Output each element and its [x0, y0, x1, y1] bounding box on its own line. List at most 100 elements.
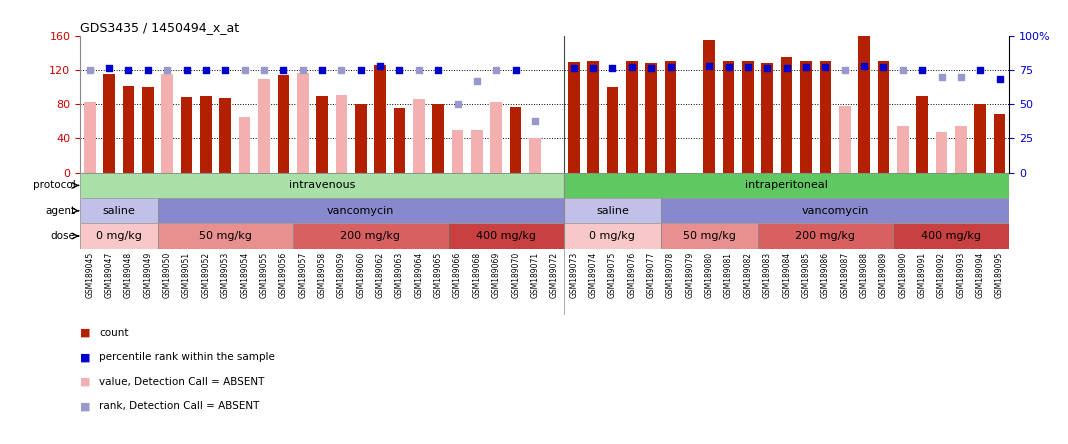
Text: GSM189064: GSM189064 [414, 252, 423, 298]
Bar [123, 86, 135, 173]
Text: intravenous: intravenous [288, 180, 356, 190]
Point [720, 63, 737, 71]
Text: GSM189087: GSM189087 [841, 252, 849, 298]
Bar [161, 74, 173, 173]
Bar [80, 198, 157, 223]
Text: GDS3435 / 1450494_x_at: GDS3435 / 1450494_x_at [80, 21, 239, 34]
Point [779, 65, 796, 72]
Text: GSM189060: GSM189060 [357, 252, 365, 298]
Text: GSM189071: GSM189071 [531, 252, 539, 298]
Bar [819, 61, 831, 173]
Text: GSM189089: GSM189089 [879, 252, 888, 298]
Bar [664, 61, 676, 173]
Bar [761, 63, 773, 173]
Bar [157, 198, 564, 223]
Text: GSM189056: GSM189056 [279, 252, 288, 298]
Bar [955, 126, 967, 173]
Text: ■: ■ [80, 401, 91, 411]
Bar [413, 99, 425, 173]
Point [584, 65, 601, 72]
Point [798, 63, 815, 71]
Text: 50 mg/kg: 50 mg/kg [682, 231, 736, 241]
Text: GSM189068: GSM189068 [472, 252, 482, 298]
Point [507, 66, 524, 73]
Point [236, 66, 253, 73]
Bar [859, 33, 869, 173]
Text: 200 mg/kg: 200 mg/kg [796, 231, 855, 241]
Bar [916, 95, 928, 173]
Point [352, 66, 370, 73]
Point [139, 66, 156, 73]
Text: protocol: protocol [33, 180, 76, 190]
Text: GSM189059: GSM189059 [336, 252, 346, 298]
Text: 50 mg/kg: 50 mg/kg [199, 231, 252, 241]
Bar [200, 96, 211, 173]
Point [565, 65, 582, 72]
Text: GSM189058: GSM189058 [317, 252, 327, 298]
Bar [564, 173, 1009, 198]
Bar [723, 61, 735, 173]
Text: 400 mg/kg: 400 mg/kg [476, 231, 536, 241]
Bar [800, 61, 812, 173]
Text: dose: dose [50, 231, 76, 241]
Text: GSM189074: GSM189074 [588, 252, 598, 298]
Point [410, 66, 427, 73]
Bar [80, 173, 564, 198]
Point [391, 66, 408, 73]
Text: percentile rank within the sample: percentile rank within the sample [99, 353, 276, 362]
Text: GSM189081: GSM189081 [724, 252, 733, 298]
Bar [142, 87, 154, 173]
Text: GSM189048: GSM189048 [124, 252, 134, 298]
Text: GSM189086: GSM189086 [821, 252, 830, 298]
Bar [645, 63, 657, 173]
Text: 200 mg/kg: 200 mg/kg [341, 231, 400, 241]
Point [836, 66, 853, 73]
Point [643, 65, 660, 72]
Bar [490, 102, 502, 173]
Bar [433, 104, 444, 173]
Text: GSM189057: GSM189057 [298, 252, 308, 298]
Bar [626, 61, 638, 173]
Bar [316, 95, 328, 173]
Point [758, 65, 775, 72]
Bar [104, 74, 115, 173]
Point [953, 73, 970, 80]
Point [81, 66, 98, 73]
Point [701, 62, 718, 69]
Text: GSM189083: GSM189083 [763, 252, 772, 298]
Bar [509, 107, 521, 173]
Text: GSM189072: GSM189072 [550, 252, 559, 298]
Point [198, 66, 215, 73]
Bar [564, 198, 661, 223]
Text: GSM189090: GSM189090 [898, 252, 908, 298]
Text: 400 mg/kg: 400 mg/kg [922, 231, 981, 241]
Text: GSM189045: GSM189045 [85, 252, 94, 298]
Text: GSM189055: GSM189055 [260, 252, 268, 298]
Text: 0 mg/kg: 0 mg/kg [96, 231, 142, 241]
Text: GSM189077: GSM189077 [646, 252, 656, 298]
Text: GSM189095: GSM189095 [995, 252, 1004, 298]
Text: GSM189053: GSM189053 [221, 252, 230, 298]
Text: 0 mg/kg: 0 mg/kg [590, 231, 635, 241]
Text: GSM189093: GSM189093 [956, 252, 965, 298]
Point [372, 62, 389, 69]
Text: vancomycin: vancomycin [327, 206, 394, 216]
Bar [587, 61, 599, 173]
Text: intraperitoneal: intraperitoneal [745, 180, 828, 190]
Text: GSM189065: GSM189065 [434, 252, 443, 298]
Bar [394, 108, 406, 173]
Bar [471, 130, 483, 173]
Bar [742, 61, 754, 173]
Bar [297, 73, 309, 173]
Bar [258, 79, 270, 173]
Bar [529, 139, 540, 173]
Bar [355, 104, 366, 173]
Text: rank, Detection Call = ABSENT: rank, Detection Call = ABSENT [99, 401, 260, 411]
Text: GSM189051: GSM189051 [182, 252, 191, 298]
Point [488, 66, 505, 73]
Text: GSM189084: GSM189084 [782, 252, 791, 298]
Bar [661, 223, 757, 249]
Bar [452, 130, 464, 173]
Point [314, 66, 331, 73]
Text: GSM189063: GSM189063 [395, 252, 404, 298]
